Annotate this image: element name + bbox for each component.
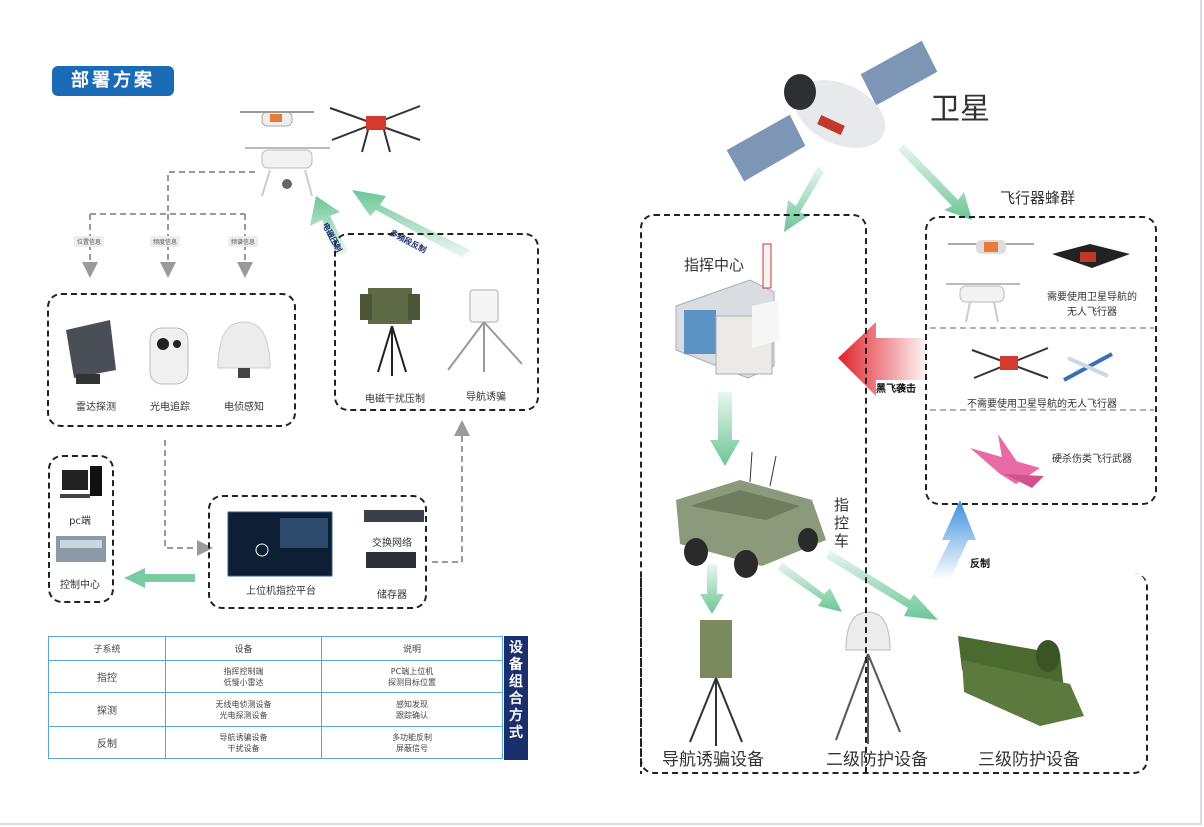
terminal-box — [48, 455, 114, 603]
swarm-item-label: 需要使用卫星导航的 无人飞行器 — [1047, 292, 1137, 318]
rf-label: 电侦感知 — [224, 402, 264, 413]
equipment-label: 导航诱骗设备 — [662, 750, 764, 770]
ptz-camera-icon — [149, 327, 189, 385]
equipment-label: 二级防护设备 — [826, 750, 928, 770]
jammer-turret-icon — [360, 288, 420, 376]
detect-box — [47, 293, 296, 427]
building-icon — [675, 243, 780, 379]
link-label-spectrum: 频谱信息 — [228, 236, 259, 247]
link-label-position: 位置信息 — [74, 236, 105, 247]
table-side-title: 设备组合方式 — [504, 636, 528, 760]
jam-box — [334, 233, 539, 411]
control-room-icon — [56, 536, 106, 562]
swarm-quadcopter-icon — [948, 240, 1034, 254]
swarm-agri-drone-icon — [971, 347, 1049, 379]
link-label-frequency: 频度信息 — [150, 236, 181, 247]
command-box — [640, 214, 867, 774]
swarm-item-label: 不需要使用卫星导航的无人飞行器 — [967, 399, 1117, 410]
section-badge: 部署方案 — [52, 66, 174, 96]
dome-tripod-icon — [835, 611, 901, 744]
nav-spoofer-icon — [447, 289, 523, 372]
radar-label: 雷达探测 — [76, 402, 116, 413]
counter-caption: 反制 — [970, 559, 990, 570]
swarm-item-label: 硬杀伤类飞行武器 — [1052, 454, 1132, 465]
table-header: 说明 — [321, 636, 503, 661]
table-header: 设备 — [165, 636, 322, 661]
satellite-label: 卫星 — [930, 92, 990, 127]
combo-table: 子系统 设备 说明 指控 指挥控制端 低慢小雷达 PC端上位机 探测目标位置 探测 … — [48, 636, 503, 759]
eo-label: 光电追踪 — [150, 402, 190, 413]
vehicle-label: 指控车 — [834, 496, 850, 550]
table-row: 指控 指挥控制端 低慢小雷达 PC端上位机 探测目标位置 — [48, 660, 503, 693]
em-jam-label: 电磁干扰压制 — [365, 394, 425, 405]
radar-icon — [66, 320, 116, 384]
platform-box — [208, 495, 427, 609]
swarm-white-drone-icon — [946, 283, 1020, 323]
switch-label: 交换网络 — [372, 538, 412, 549]
agri-drone-icon — [329, 105, 421, 153]
storage-icon — [366, 552, 416, 568]
pc-icon — [60, 466, 102, 498]
launcher-truck-icon — [958, 636, 1084, 726]
nav-spoof-tripod-icon — [689, 620, 743, 746]
quadcopter-small-icon — [240, 111, 314, 127]
dome-antenna-icon — [217, 321, 271, 378]
swarm-label: 飞行器蜂群 — [1000, 189, 1076, 207]
nav-spoof-label: 导航诱骗 — [466, 392, 506, 403]
table-row: 反制 导航诱骗设备 干扰设备 多功能反制 屏蔽信号 — [48, 726, 503, 759]
equipment-label: 三级防护设备 — [978, 750, 1080, 770]
missile-icon — [970, 434, 1044, 488]
control-center-label: 控制中心 — [60, 580, 100, 591]
quadcopter-icon — [245, 147, 330, 197]
pc-label: pc端 — [69, 516, 91, 527]
platform-screen-icon — [227, 511, 333, 577]
table-row: 探测 无线电侦测设备 光电探测设备 感知发现 跟踪确认 — [48, 692, 503, 727]
fixed-wing-icon — [1063, 352, 1113, 382]
command-center-label: 指挥中心 — [684, 256, 745, 274]
platform-label: 上位机指控平台 — [246, 586, 316, 597]
table-header: 子系统 — [48, 636, 166, 661]
satellite-icon — [725, 39, 939, 183]
swarm-box — [925, 216, 1157, 505]
fpv-drone-icon — [1052, 244, 1130, 268]
storage-label: 储存器 — [377, 590, 407, 601]
black-fly-caption: 黑飞袭击 — [876, 384, 916, 395]
vehicle-icon — [676, 451, 826, 578]
switch-icon — [364, 510, 424, 522]
equipment-box — [640, 573, 1148, 774]
